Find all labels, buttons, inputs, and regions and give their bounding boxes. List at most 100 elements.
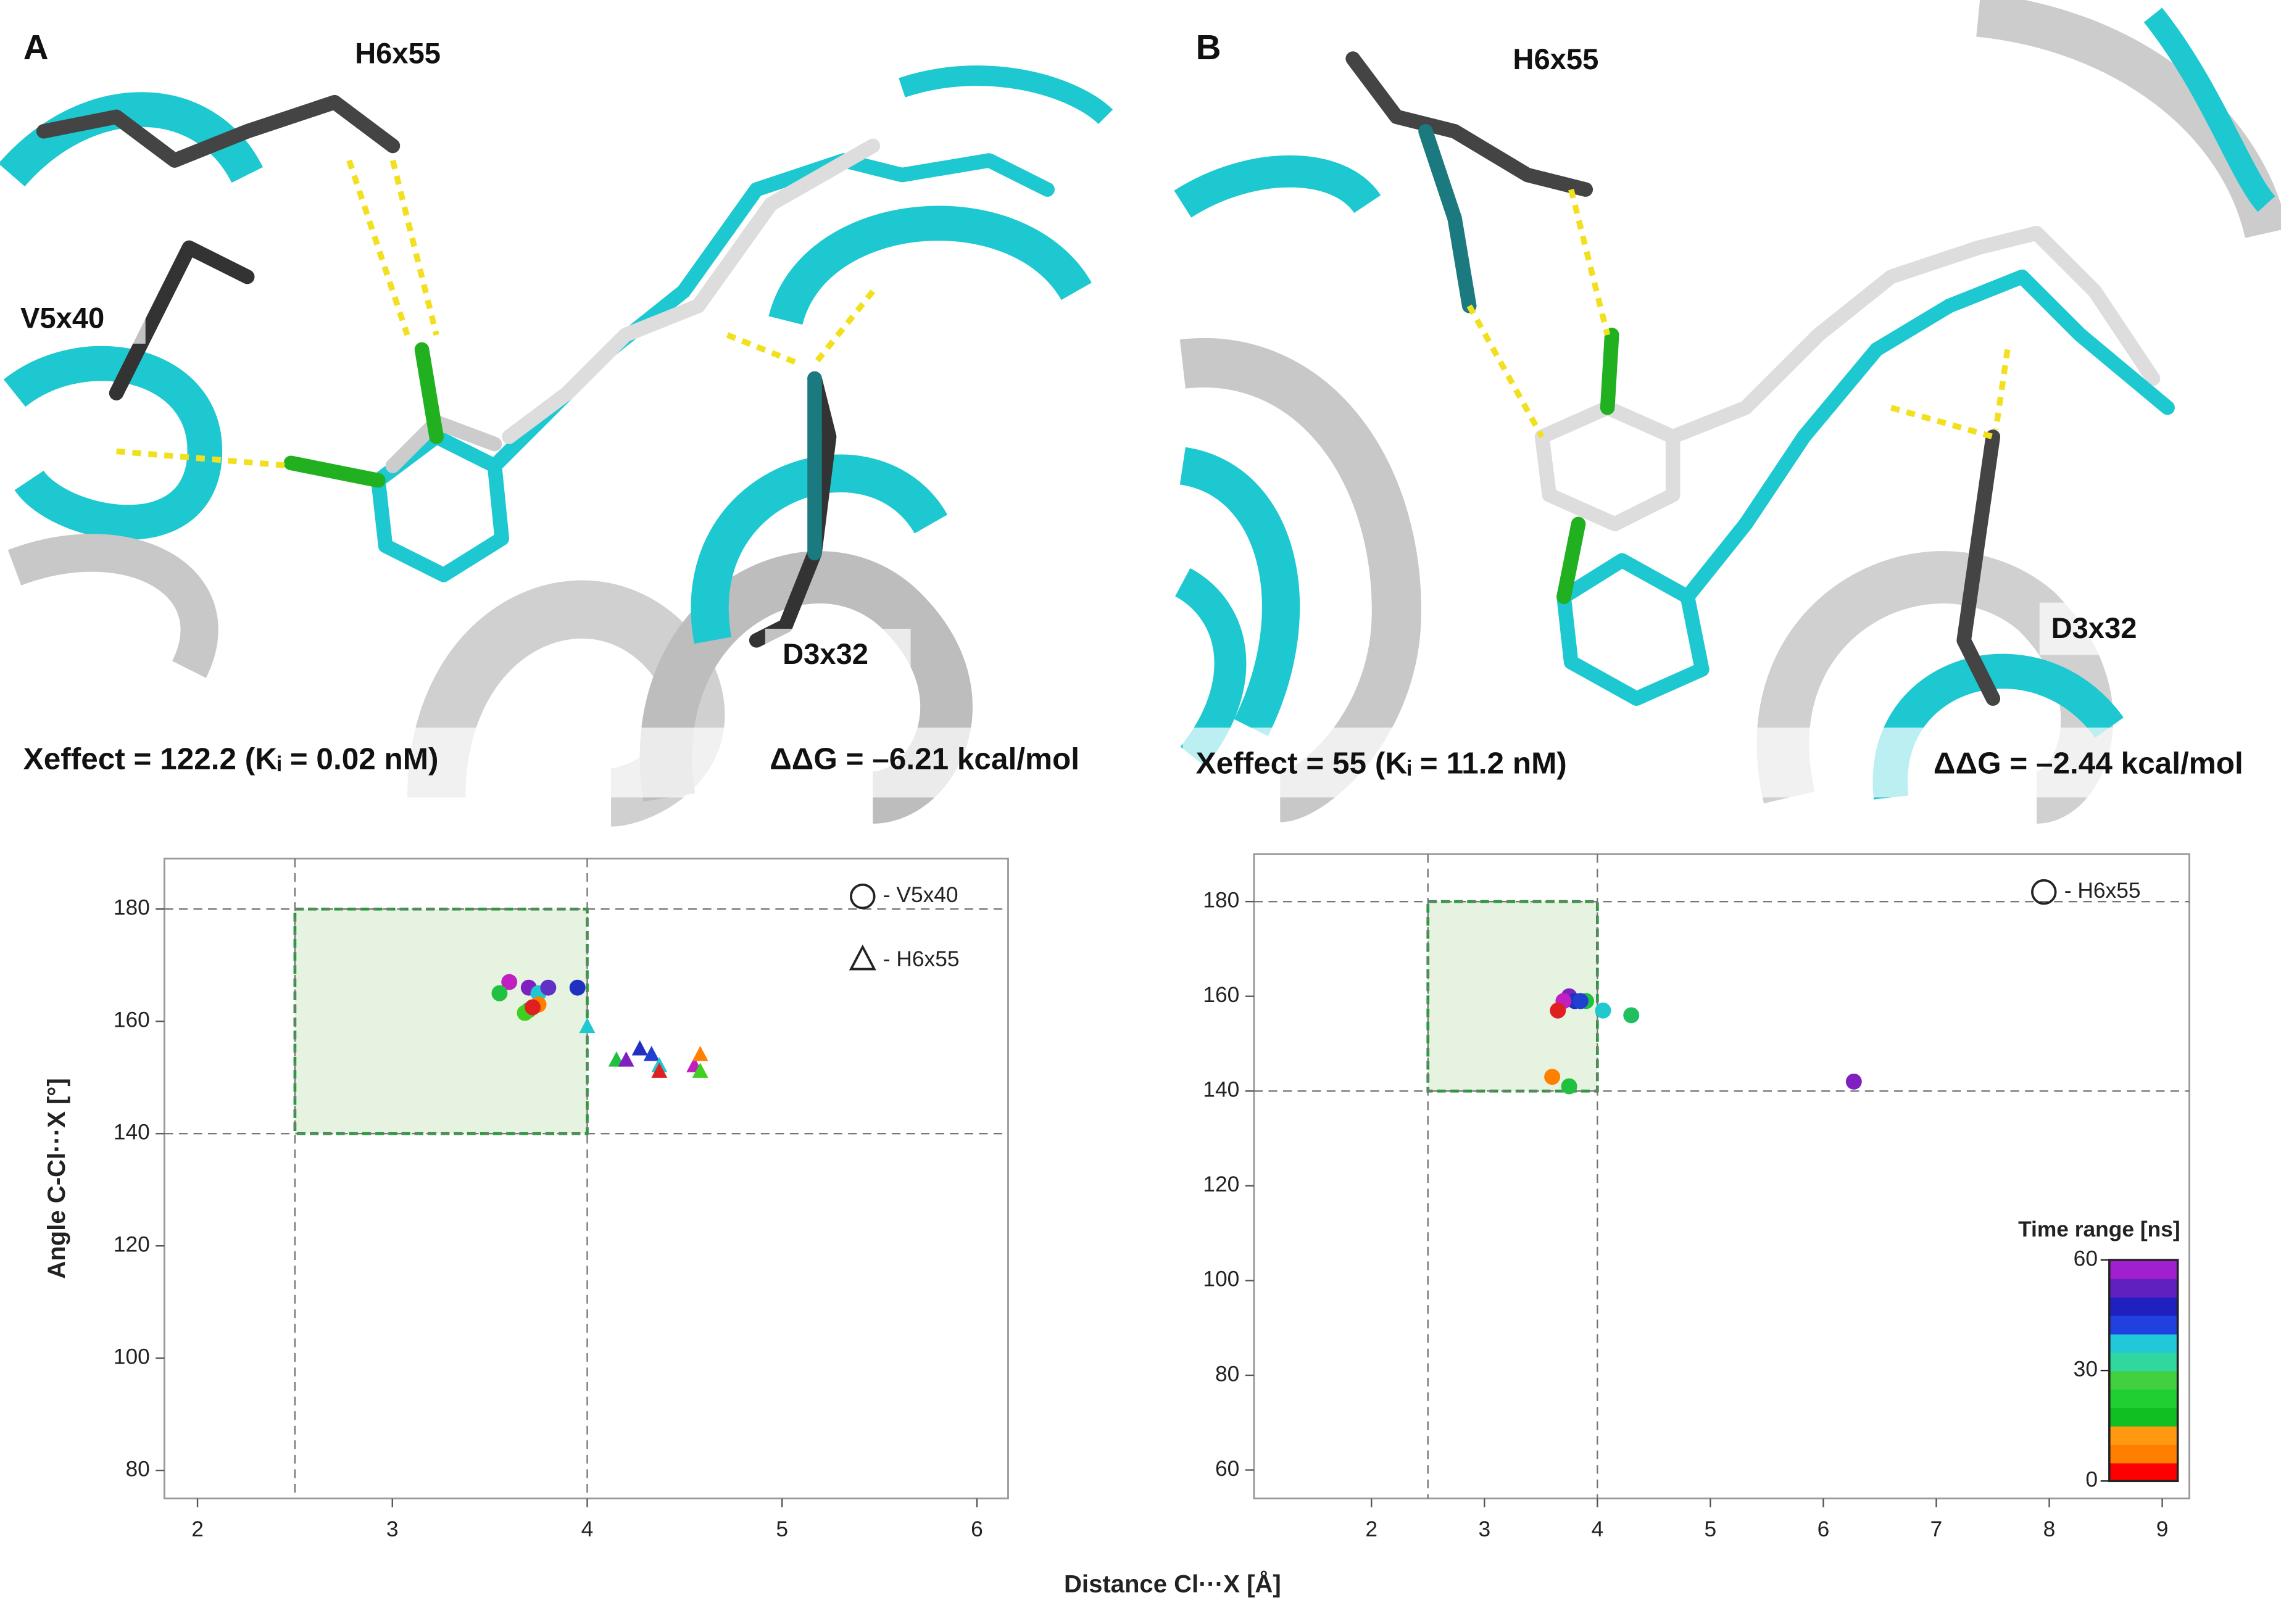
ribbon <box>2143 7 2275 212</box>
legend-label: - V5x40 <box>883 883 958 907</box>
x-axis-label: Distance Cl···X [Å] <box>1064 1570 1281 1598</box>
colorbar-tick-label: 60 <box>2074 1246 2098 1270</box>
ribbon <box>1179 447 1300 736</box>
residue-label: H6x55 <box>1513 43 1598 75</box>
point <box>579 1017 596 1034</box>
label-box <box>2039 602 2185 655</box>
colorbar-title: Time range [ns] <box>2018 1217 2180 1241</box>
legend-marker <box>850 883 876 909</box>
ribbon <box>691 454 948 644</box>
xeffect-text: Xeffect = 55 (Kᵢ = 11.2 nM) <box>1196 747 1567 781</box>
y-tick-label: 80 <box>125 1457 149 1481</box>
x-tick-label: 4 <box>1591 1517 1603 1541</box>
point <box>692 1063 708 1078</box>
y-tick-label: 180 <box>114 896 150 920</box>
y-tick-label: 100 <box>114 1344 150 1369</box>
y-tick-label: 100 <box>1203 1267 1239 1291</box>
colorbar-band <box>2109 1462 2178 1482</box>
colorbar-band <box>2109 1278 2178 1298</box>
residue-label: D3x32 <box>783 637 868 670</box>
x-tick-label: 4 <box>581 1517 594 1541</box>
target-region <box>293 907 589 1135</box>
point <box>491 985 508 1001</box>
ribbon <box>899 65 1113 125</box>
colorbar-band <box>2109 1425 2178 1445</box>
y-tick-label: 140 <box>1203 1078 1239 1102</box>
colorbar-tick-label: 0 <box>2085 1468 2098 1492</box>
panel-label: A <box>23 28 49 67</box>
colorbar-band <box>2109 1444 2178 1464</box>
x-tick-label: 5 <box>776 1517 788 1541</box>
colorbar-tick-label: 30 <box>2074 1357 2098 1381</box>
x-tick-label: 5 <box>1705 1517 1717 1541</box>
point <box>651 1063 668 1078</box>
residue-label: H6x55 <box>355 37 441 70</box>
y-tick-label: 160 <box>114 1008 150 1032</box>
point <box>1595 1002 1611 1019</box>
panel-label: B <box>1196 28 1221 67</box>
colorbar-band <box>2109 1260 2178 1280</box>
molecule-render-a: A H6x55 V5x40 D3x32 Xeffect = 122.2 (Kᵢ … <box>0 15 1113 827</box>
x-tick-label: 6 <box>1818 1517 1830 1541</box>
ribbon <box>1174 155 1381 218</box>
x-tick-label: 8 <box>2043 1517 2056 1541</box>
y-tick-label: 180 <box>1203 888 1239 912</box>
info-band <box>11 727 1106 798</box>
ribbon <box>3 346 223 540</box>
point <box>525 999 541 1016</box>
point <box>1572 993 1589 1009</box>
ribbon <box>7 534 218 678</box>
point <box>1623 1007 1640 1024</box>
label-box <box>14 294 146 344</box>
ddg-text: ΔΔG = –2.44 kcal/mol <box>1934 747 2243 781</box>
label-box <box>765 629 911 681</box>
y-tick-label: 60 <box>1215 1457 1239 1481</box>
sticks <box>1345 51 2175 706</box>
xeffect-text: Xeffect = 122.2 (Kᵢ = 0.02 nM) <box>23 742 439 776</box>
colorbar-band <box>2109 1296 2178 1316</box>
x-tick-label: 2 <box>1365 1517 1377 1541</box>
point <box>1544 1069 1561 1085</box>
point <box>1561 1078 1577 1095</box>
point <box>643 1045 660 1061</box>
residue-label: V5x40 <box>20 302 104 334</box>
point <box>540 979 557 996</box>
y-axis-label: Angle C-Cl···X [°] <box>43 1078 70 1278</box>
point <box>692 1045 708 1061</box>
x-tick-label: 7 <box>1930 1517 1943 1541</box>
contacts <box>1466 188 2011 440</box>
residue-label: D3x32 <box>2051 611 2137 644</box>
y-tick-label: 160 <box>1203 983 1239 1007</box>
colorbar-band <box>2109 1389 2178 1409</box>
contacts <box>116 159 875 469</box>
legend-marker <box>849 944 876 971</box>
point <box>501 974 518 990</box>
legend-label: - H6x55 <box>883 947 960 971</box>
ddg-text: ΔΔG = –6.21 kcal/mol <box>770 742 1079 776</box>
y-tick-label: 140 <box>114 1121 150 1145</box>
point <box>569 979 586 996</box>
point <box>618 1051 634 1067</box>
x-tick-label: 2 <box>191 1517 204 1541</box>
sticks <box>36 94 1055 648</box>
colorbar-band <box>2109 1407 2178 1427</box>
x-tick-label: 6 <box>971 1517 983 1541</box>
x-tick-label: 9 <box>2156 1517 2169 1541</box>
colorbar-band <box>2109 1333 2178 1353</box>
colorbar-band <box>2109 1315 2178 1335</box>
ribbon <box>768 205 1092 326</box>
y-tick-label: 80 <box>1215 1362 1239 1386</box>
y-tick-label: 120 <box>114 1233 150 1257</box>
molecule-render-b: B H6x55 D3x32 Xeffect = 55 (Kᵢ = 11.2 nM… <box>1174 0 2281 824</box>
point <box>1845 1073 1862 1090</box>
point <box>631 1040 648 1056</box>
point <box>1550 1002 1566 1019</box>
y-tick-label: 120 <box>1203 1172 1239 1196</box>
legend-marker <box>2031 879 2057 905</box>
info-band <box>1182 727 2267 798</box>
x-tick-label: 3 <box>386 1517 399 1541</box>
colorbar-band <box>2109 1370 2178 1390</box>
legend-label: - H6x55 <box>2064 879 2141 903</box>
